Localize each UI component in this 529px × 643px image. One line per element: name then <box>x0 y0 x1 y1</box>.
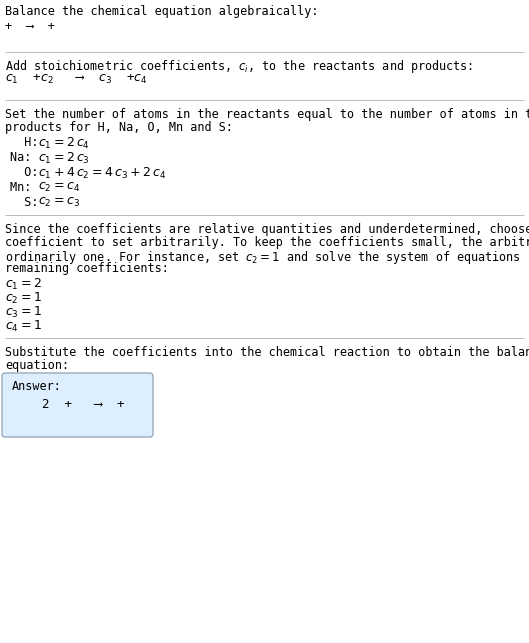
Text: $c_3 = 1$: $c_3 = 1$ <box>5 305 42 320</box>
Text: $c_1 = 2$: $c_1 = 2$ <box>5 277 42 292</box>
Text: coefficient to set arbitrarily. To keep the coefficients small, the arbitrary va: coefficient to set arbitrarily. To keep … <box>5 236 529 249</box>
Text: remaining coefficients:: remaining coefficients: <box>5 262 169 275</box>
Text: H:: H: <box>10 136 45 149</box>
Text: products for H, Na, O, Mn and S:: products for H, Na, O, Mn and S: <box>5 121 233 134</box>
Text: $c_2 = 1$: $c_2 = 1$ <box>5 291 42 306</box>
Text: $c_4 = 1$: $c_4 = 1$ <box>5 319 42 334</box>
Text: $c_1 + 4\,c_2 = 4\,c_3 + 2\,c_4$: $c_1 + 4\,c_2 = 4\,c_3 + 2\,c_4$ <box>38 166 166 181</box>
Text: Answer:: Answer: <box>12 380 62 393</box>
Text: $c_1 = 2\,c_4$: $c_1 = 2\,c_4$ <box>38 136 90 151</box>
Text: equation:: equation: <box>5 359 69 372</box>
Text: $c_2 = c_4$: $c_2 = c_4$ <box>38 181 80 194</box>
Text: $c_1$  +$c_2$   ⟶  $c_3$  +$c_4$: $c_1$ +$c_2$ ⟶ $c_3$ +$c_4$ <box>5 73 148 86</box>
Text: Add stoichiometric coefficients, $c_i$, to the reactants and products:: Add stoichiometric coefficients, $c_i$, … <box>5 58 473 75</box>
Text: Substitute the coefficients into the chemical reaction to obtain the balanced: Substitute the coefficients into the che… <box>5 346 529 359</box>
Text: Na:: Na: <box>10 151 39 164</box>
Text: +  ⟶  +: + ⟶ + <box>5 20 55 33</box>
Text: $c_1 = 2\,c_3$: $c_1 = 2\,c_3$ <box>38 151 90 166</box>
Text: Since the coefficients are relative quantities and underdetermined, choose a: Since the coefficients are relative quan… <box>5 223 529 236</box>
Text: S:: S: <box>10 196 45 209</box>
Text: Set the number of atoms in the reactants equal to the number of atoms in the: Set the number of atoms in the reactants… <box>5 108 529 121</box>
FancyBboxPatch shape <box>2 373 153 437</box>
Text: $c_2 = c_3$: $c_2 = c_3$ <box>38 196 80 209</box>
Text: 2  +   ⟶  +: 2 + ⟶ + <box>12 398 124 411</box>
Text: ordinarily one. For instance, set $c_2 = 1$ and solve the system of equations fo: ordinarily one. For instance, set $c_2 =… <box>5 249 529 266</box>
Text: Mn:: Mn: <box>10 181 39 194</box>
Text: O:: O: <box>10 166 45 179</box>
Text: Balance the chemical equation algebraically:: Balance the chemical equation algebraica… <box>5 5 318 18</box>
